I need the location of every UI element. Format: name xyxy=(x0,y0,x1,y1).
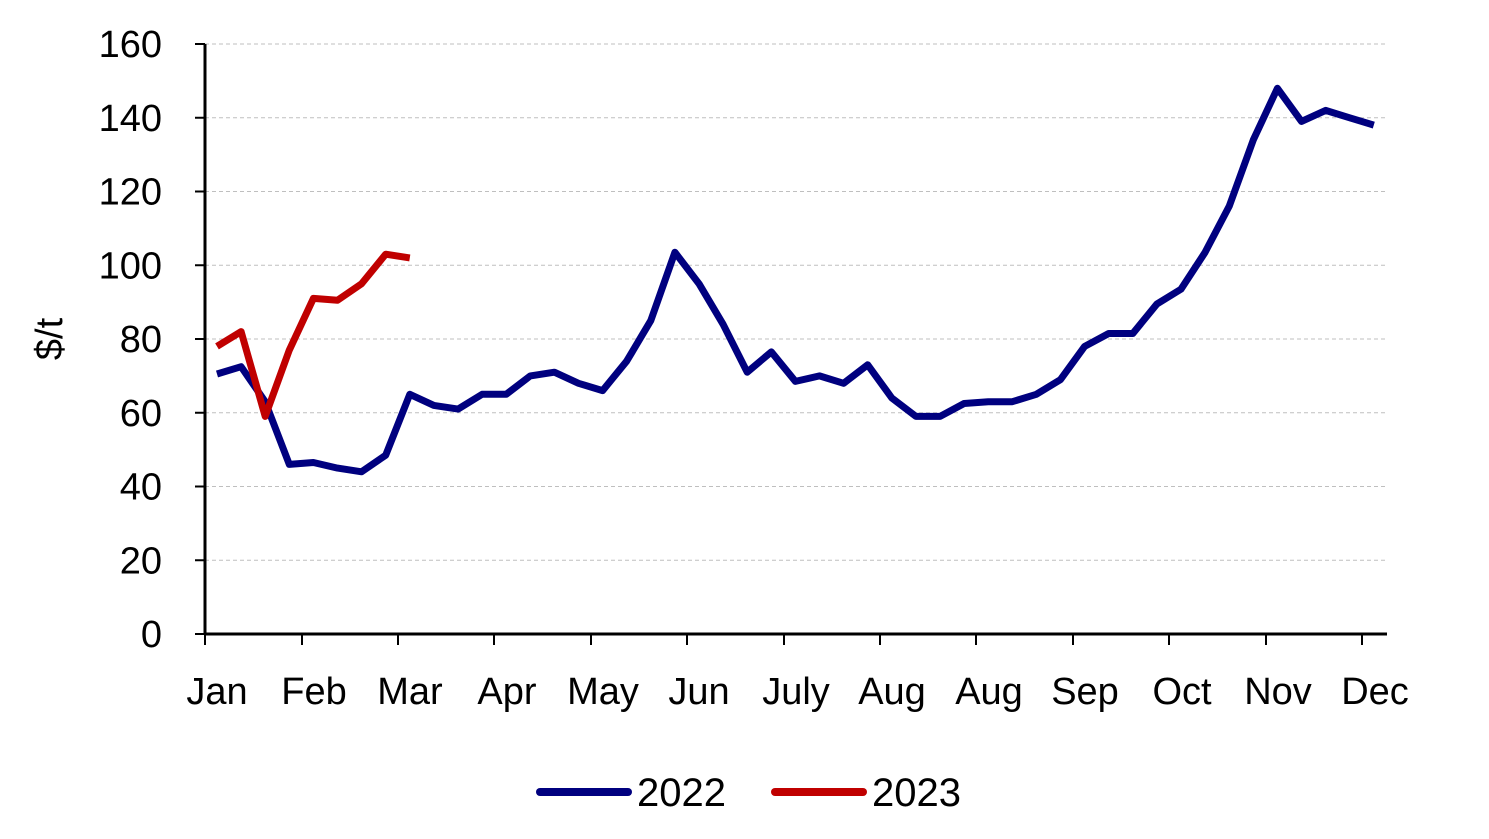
series-lines xyxy=(215,84,1375,476)
x-tick-label: Jun xyxy=(668,671,729,713)
legend-label-2022: 2022 xyxy=(637,771,726,815)
y-tick-label: 80 xyxy=(120,319,162,361)
x-tick-label: Aug xyxy=(955,671,1023,713)
series-line-2022 xyxy=(215,84,1375,476)
x-tick-label: Aug xyxy=(858,671,926,713)
tick-labels: 0 20 40 60 80 100 120 140 160 Jan Feb Mar Apr May Jun J… xyxy=(99,24,1409,713)
x-tick-label: Nov xyxy=(1244,671,1312,713)
x-tick-label: Oct xyxy=(1152,671,1212,713)
gridlines xyxy=(205,43,1387,561)
y-tick-label: 120 xyxy=(99,172,162,214)
x-tick-label: Jan xyxy=(186,671,247,713)
legend: 2022 2023 xyxy=(536,771,961,815)
legend-label-2023: 2023 xyxy=(872,771,961,815)
x-tick-label: Sep xyxy=(1051,671,1119,713)
x-tick-label: Feb xyxy=(281,671,346,713)
x-tick-label: Apr xyxy=(477,671,536,713)
x-tick-label: July xyxy=(762,671,830,713)
y-axis-title: $/t xyxy=(29,317,71,360)
y-tick-label: 40 xyxy=(120,467,162,509)
y-tick-label: 100 xyxy=(99,245,162,287)
x-tick-label: Mar xyxy=(377,671,443,713)
x-tick-label: May xyxy=(567,671,639,713)
series-line-2023 xyxy=(215,250,411,420)
y-tick-label: 140 xyxy=(99,98,162,140)
y-tick-label: 160 xyxy=(99,24,162,66)
y-tick-label: 60 xyxy=(120,393,162,435)
axes xyxy=(195,43,1387,645)
y-tick-label: 0 xyxy=(141,614,162,656)
x-tick-label: Dec xyxy=(1341,671,1409,713)
y-tick-label: 20 xyxy=(120,540,162,582)
